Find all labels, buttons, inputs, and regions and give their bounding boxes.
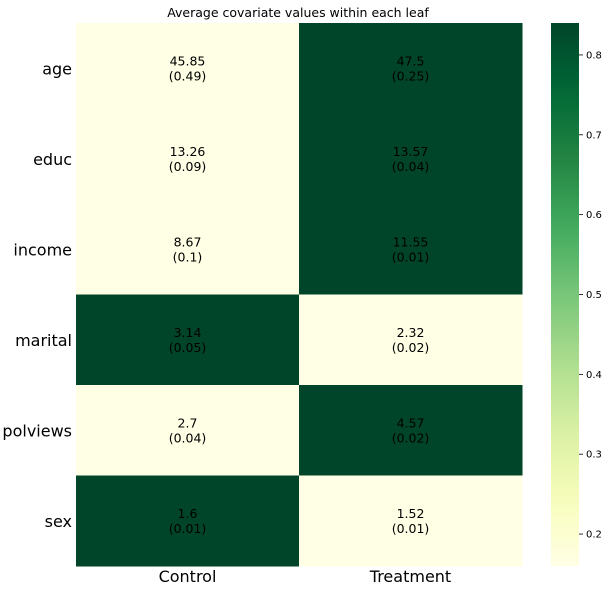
cell-value: 1.52 xyxy=(397,506,425,521)
cell-std-error: (0.49) xyxy=(169,68,207,83)
column-label-treatment: Treatment xyxy=(369,567,451,586)
cell-value: 1.6 xyxy=(178,506,198,521)
cell-value: 4.57 xyxy=(397,415,425,430)
cell-value: 2.32 xyxy=(397,325,425,340)
column-labels: Control Treatment xyxy=(159,567,452,586)
cell-value: 8.67 xyxy=(174,234,202,249)
cell-std-error: (0.02) xyxy=(392,430,430,445)
cell-std-error: (0.25) xyxy=(392,68,430,83)
chart-title: Average covariate values within each lea… xyxy=(167,5,429,20)
row-label-educ: educ xyxy=(33,150,72,169)
cell-std-error: (0.09) xyxy=(169,159,207,174)
cell-std-error: (0.04) xyxy=(392,159,430,174)
row-label-age: age xyxy=(42,59,72,78)
colorbar: 0.2 0.3 0.4 0.5 0.6 0.7 0.8 xyxy=(551,23,602,566)
cell-std-error: (0.05) xyxy=(169,340,207,355)
row-labels: age educ income marital polviews sex xyxy=(2,59,72,531)
cell-std-error: (0.01) xyxy=(392,249,430,264)
row-label-polviews: polviews xyxy=(2,421,72,440)
cell-std-error: (0.01) xyxy=(392,521,430,536)
cell-value: 13.57 xyxy=(393,144,429,159)
row-label-marital: marital xyxy=(15,331,72,350)
cell-std-error: (0.04) xyxy=(169,430,207,445)
cell-value: 2.7 xyxy=(178,415,198,430)
cell-value: 11.55 xyxy=(393,234,429,249)
row-label-sex: sex xyxy=(45,512,72,531)
cell-std-error: (0.02) xyxy=(392,340,430,355)
cell-value: 45.85 xyxy=(170,53,206,68)
colorbar-tick-label: 0.6 xyxy=(586,210,602,221)
row-label-income: income xyxy=(13,240,72,259)
column-label-control: Control xyxy=(159,567,217,586)
cell-std-error: (0.01) xyxy=(169,521,207,536)
colorbar-tick-label: 0.3 xyxy=(586,450,602,461)
cell-value: 47.5 xyxy=(397,53,425,68)
colorbar-tick-label: 0.2 xyxy=(586,530,602,541)
cell-value: 13.26 xyxy=(170,144,206,159)
colorbar-tick-label: 0.8 xyxy=(586,50,602,61)
colorbar-tick-label: 0.5 xyxy=(586,290,602,301)
heatmap-cells: 45.85(0.49)47.5(0.25)13.26(0.09)13.57(0.… xyxy=(76,23,523,567)
colorbar-tick-label: 0.7 xyxy=(586,130,602,141)
colorbar-gradient xyxy=(551,23,579,566)
cell-std-error: (0.1) xyxy=(173,249,203,264)
colorbar-tick-label: 0.4 xyxy=(586,370,602,381)
cell-value: 3.14 xyxy=(174,325,202,340)
